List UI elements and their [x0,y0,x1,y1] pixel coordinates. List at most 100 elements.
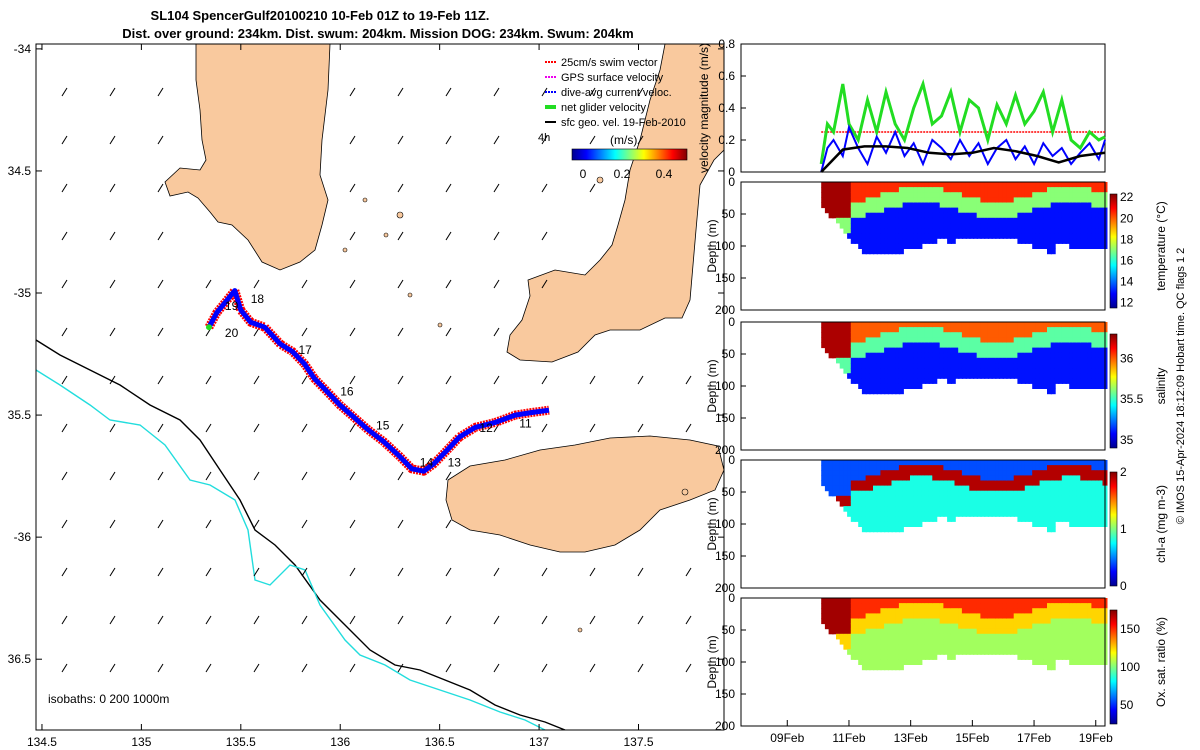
section-cell [839,207,845,214]
section-cell [910,202,915,209]
section-cell [873,649,878,655]
section-cell [1028,598,1034,604]
section-cell [913,654,919,660]
section-cell [861,639,867,645]
section-cell [861,378,867,384]
section-cell [958,217,964,224]
section-cell [895,327,901,333]
section-cell [947,373,953,379]
section-cell [891,347,897,354]
section-cell [1080,470,1086,476]
section-cell [921,357,927,364]
section-cell [984,485,990,492]
section-cell [973,511,978,517]
section-cell [1017,182,1023,188]
section-cell [1032,233,1038,239]
section-cell [1006,363,1012,369]
section-cell [1006,460,1012,466]
section-cell [1058,373,1064,379]
section-cell [884,649,890,655]
section-cell [1080,238,1086,244]
section-cell [873,598,878,604]
section-cell [876,639,882,645]
velocity-arrow [301,327,308,337]
section-cell [839,465,845,471]
section-cell [921,228,927,234]
section-cell [991,322,997,328]
section-cell [1047,639,1052,645]
section-cell [950,182,956,188]
section-cell [1050,465,1056,471]
section-cell [1069,628,1075,635]
section-cell [898,511,904,517]
section-cell [984,212,990,219]
section-cell [876,228,882,234]
section-cell [928,352,934,359]
section-cell [1047,608,1052,614]
section-y-tick-label: 50 [722,485,736,499]
section-cell [998,228,1004,234]
section-cell [847,233,853,239]
section-cell [980,623,986,630]
section-cell [1098,192,1104,198]
section-cell [1013,217,1019,224]
section-cell [980,217,986,224]
section-cell [1072,460,1078,466]
section-cell [847,501,853,507]
section-cell [902,470,908,476]
section-cell [987,639,993,645]
section-cell [984,347,990,354]
section-cell [1021,490,1027,497]
section-cell [947,608,953,614]
section-cell [884,388,890,395]
section-cell [976,182,982,188]
section-cell [969,363,975,369]
section-cell [917,654,923,660]
section-cell [995,598,1001,604]
legend-label-net: net glider velocity [561,102,646,114]
time-tick-label: 09Feb [770,731,804,745]
section-cell [984,342,990,349]
day-label: 19 [225,299,239,313]
section-cell [1039,598,1045,604]
section-cell [947,506,953,512]
section-cell [906,613,912,619]
section-cell [1054,490,1060,497]
section-cell [839,342,845,349]
section-cell [1054,322,1060,328]
section-cell [1061,357,1067,364]
section-cell [836,327,841,333]
section-cell [1098,233,1104,239]
section-cell [1039,322,1045,328]
section-cell [1098,223,1104,229]
section-cell [861,332,867,338]
section-cell [984,233,990,239]
section-cell [891,342,897,349]
section-cell [1072,598,1078,604]
section-cell [1017,212,1023,219]
section-cell [906,639,912,645]
section-cell [850,233,856,239]
section-cell [939,608,945,614]
section-cell [1076,223,1082,229]
section-cell [1024,373,1030,379]
section-cell [950,373,956,379]
section-cell [1017,506,1023,512]
day-label: 16 [340,385,354,399]
section-cell [1065,357,1071,364]
section-cell [887,347,893,354]
section-cell [850,501,856,507]
section-cell [887,327,893,333]
section-cell [995,197,1001,203]
section-cell [1084,233,1089,239]
section-cell [1076,633,1082,640]
section-cell [939,623,945,630]
section-cell [824,332,830,338]
section-cell [995,223,1001,229]
section-cell [858,337,864,343]
section-cell [928,654,934,660]
section-cell [865,378,871,384]
section-cell [884,357,890,364]
section-cell [1072,623,1078,630]
section-cell [1032,342,1038,349]
